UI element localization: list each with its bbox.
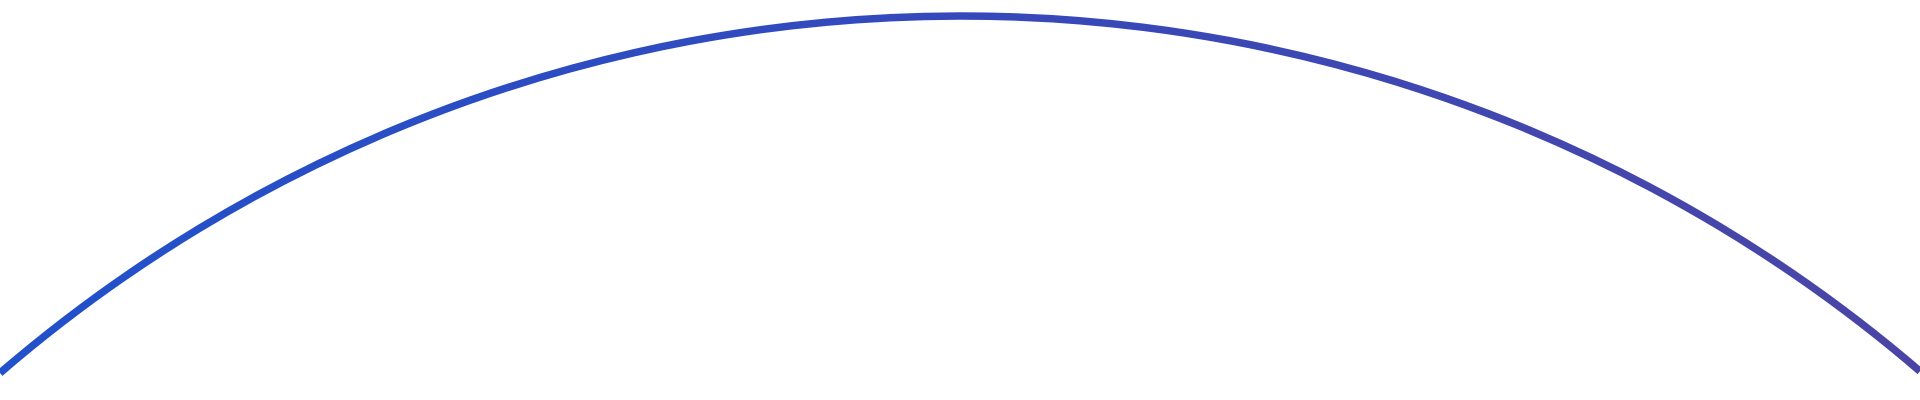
arc-curve-path <box>0 12 1920 376</box>
